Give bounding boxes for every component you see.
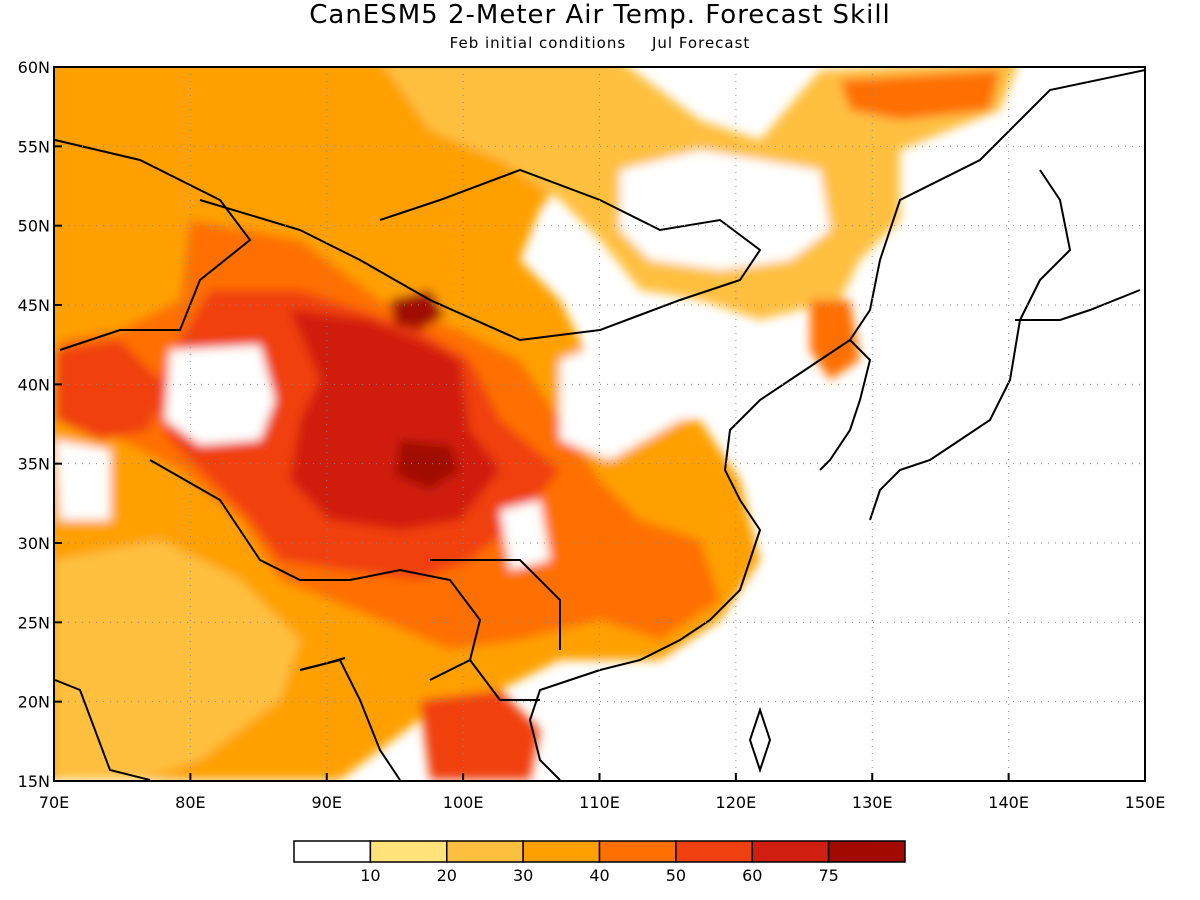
latitude-label: 15N xyxy=(18,772,50,791)
coastline-japan xyxy=(869,169,1072,521)
colorbar-label: 75 xyxy=(818,866,838,885)
border-himalaya xyxy=(149,459,482,681)
longitude-label: 120E xyxy=(716,793,757,812)
coast-taiwan xyxy=(748,706,772,774)
colorbar-label: 10 xyxy=(360,866,380,885)
skill-region-west-red xyxy=(55,340,160,440)
coastline-korea xyxy=(819,339,872,471)
longitude-label: 80E xyxy=(175,793,205,812)
map-subtitle: Feb initial conditions Jul Forecast xyxy=(0,34,1200,52)
longitude-label: 140E xyxy=(988,793,1029,812)
coastline-china xyxy=(528,69,1145,781)
skill-region-korea xyxy=(810,300,860,380)
subtitle-initial-conditions: Feb initial conditions xyxy=(449,34,627,52)
colorbar-label: 60 xyxy=(742,866,762,885)
low-skill-north-china xyxy=(560,330,720,460)
longitude-label: 150E xyxy=(1125,793,1166,812)
longitude-label: 110E xyxy=(579,793,620,812)
coast-bay-bengal xyxy=(299,657,346,671)
skill-peak-central xyxy=(395,440,460,490)
latitude-label: 20N xyxy=(18,693,50,712)
latitude-label: 35N xyxy=(18,455,50,474)
colorbar xyxy=(293,840,906,863)
map-frame xyxy=(53,66,1146,782)
colorbar-swatch xyxy=(369,840,448,863)
map-title: CanESM5 2-Meter Air Temp. Forecast Skill xyxy=(309,0,891,30)
skill-region-northeast-band xyxy=(840,70,1000,120)
latitude-label: 30N xyxy=(18,534,50,553)
longitude-labels: 70E 80E 90E 100E 110E 120E 130E 140E 150E xyxy=(39,793,1166,812)
border-kazakh xyxy=(54,139,252,351)
colorbar-swatch xyxy=(293,840,372,863)
colorbar-swatch xyxy=(598,840,677,863)
longitude-label: 90E xyxy=(312,793,342,812)
colorbar-label: 40 xyxy=(589,866,609,885)
low-skill-manchuria xyxy=(620,150,830,270)
longitude-label: 130E xyxy=(852,793,893,812)
border-mongolia xyxy=(199,168,762,342)
graticule xyxy=(53,66,1146,782)
latitude-label: 60N xyxy=(18,58,50,77)
colorbar-swatch xyxy=(446,840,524,863)
colorbar-swatch xyxy=(827,840,906,863)
skill-region-indochina xyxy=(420,690,540,780)
colorbar-swatch xyxy=(751,840,830,863)
subtitle-forecast-month: Jul Forecast xyxy=(651,34,751,52)
colorbar-swatch xyxy=(675,840,753,863)
coastline-hokkaido xyxy=(1015,289,1141,321)
latitude-label: 50N xyxy=(18,217,50,236)
low-skill-kazakh xyxy=(55,440,110,520)
latitude-labels: 15N 20N 25N 30N 35N 40N 45N 50N 55N 60N xyxy=(18,58,50,791)
colorbar-swatch xyxy=(522,840,601,863)
latitude-label: 55N xyxy=(18,137,50,156)
border-southeast xyxy=(430,559,561,701)
latitude-label: 45N xyxy=(18,296,50,315)
colorbar-label: 30 xyxy=(513,866,533,885)
colorbar-labels: 10 20 30 40 50 60 75 xyxy=(360,866,839,885)
longitude-label: 70E xyxy=(39,793,69,812)
latitude-label: 25N xyxy=(18,613,50,632)
low-skill-tarim xyxy=(165,345,275,445)
colorbar-label: 20 xyxy=(437,866,457,885)
longitude-label: 100E xyxy=(443,793,484,812)
latitude-label: 40N xyxy=(18,375,50,394)
coastlines xyxy=(54,69,1145,781)
low-skill-sc xyxy=(500,500,550,570)
skill-region-india xyxy=(55,540,300,780)
colorbar-label: 50 xyxy=(666,866,686,885)
skill-field xyxy=(54,67,1145,781)
